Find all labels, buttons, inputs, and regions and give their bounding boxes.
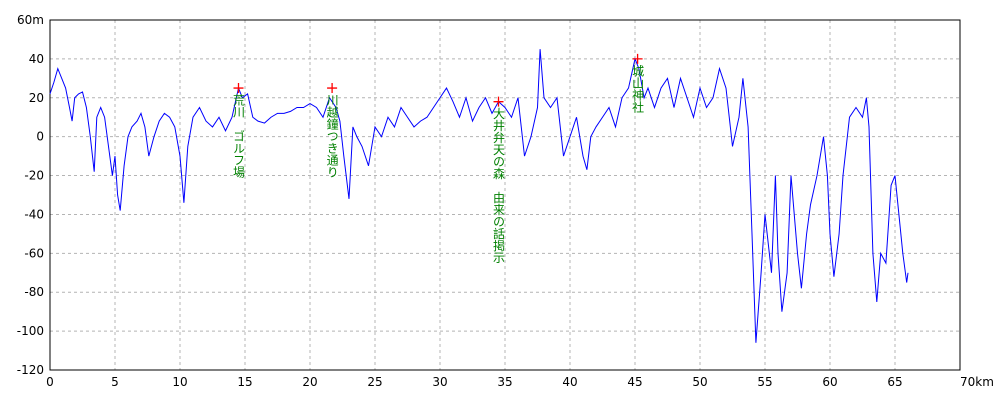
point-marker	[632, 53, 643, 64]
point-marker	[327, 83, 338, 94]
plot-frame	[49, 19, 961, 371]
y-tick-label: 60m	[17, 13, 44, 27]
x-tick-label: 20	[302, 375, 317, 389]
x-tick-label: 30	[432, 375, 447, 389]
x-tick-label: 25	[367, 375, 382, 389]
x-tick-label: 15	[237, 375, 252, 389]
y-tick-label: -40	[24, 207, 44, 221]
y-tick-label: -100	[17, 324, 44, 338]
y-tick-label: 40	[29, 52, 44, 66]
x-tick-label: 0	[46, 375, 54, 389]
elevation-line	[49, 49, 909, 343]
annotation: 大井弁天の森 由来の話掲示	[492, 107, 506, 263]
point-marker	[233, 83, 244, 94]
y-tick-label: 20	[29, 91, 44, 105]
x-tick-label: 10	[172, 375, 187, 389]
x-tick-label: 55	[757, 375, 772, 389]
x-tick-label: 5	[111, 375, 119, 389]
x-tick-label: 40	[562, 375, 577, 389]
x-tick-label: 60	[822, 375, 837, 389]
y-tick-label: -60	[24, 246, 44, 260]
x-tick-label: 50	[692, 375, 707, 389]
x-tick-label: 35	[497, 375, 512, 389]
point-marker	[493, 96, 504, 107]
annotation: 城山神社	[631, 64, 645, 112]
x-tick-label: 65	[887, 375, 902, 389]
annotation: 川越鐘つき通り	[325, 94, 339, 178]
y-tick-label: -20	[24, 169, 44, 183]
x-tick-label: 70km	[960, 375, 994, 389]
y-tick-label: -80	[24, 285, 44, 299]
annotation: 荒川 ゴルフ場	[232, 94, 246, 179]
y-tick-label: 0	[36, 130, 44, 144]
x-tick-label: 45	[627, 375, 642, 389]
y-tick-label: -120	[17, 363, 44, 377]
